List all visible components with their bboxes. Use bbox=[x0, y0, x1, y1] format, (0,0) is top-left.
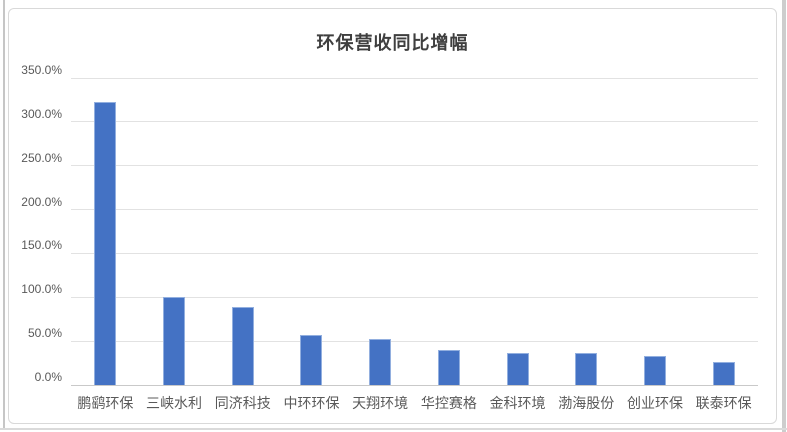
bar-华控赛格 bbox=[437, 349, 460, 385]
bar-同济科技 bbox=[231, 306, 254, 385]
y-tick-label: 0.0% bbox=[34, 370, 62, 384]
gridline bbox=[71, 121, 758, 123]
x-category-label: 三峡水利 bbox=[146, 395, 203, 411]
gridline bbox=[71, 165, 758, 167]
bar-slot bbox=[346, 78, 415, 385]
bar-slot bbox=[277, 78, 346, 385]
window-left-edge bbox=[3, 0, 5, 428]
x-category-label: 华控赛格 bbox=[420, 395, 477, 411]
bar-中环环保 bbox=[300, 335, 323, 385]
plot-area: 0.0% 50.0% 100.0% 150.0% 200.0% 250.0% 300.0% 3… bbox=[21, 63, 758, 386]
bar-渤海股份 bbox=[575, 353, 598, 385]
bar-slot bbox=[552, 78, 621, 385]
bar-鹏鹞环保 bbox=[94, 101, 117, 385]
y-tick-label: 200.0% bbox=[21, 194, 62, 209]
x-axis-labels: 鹏鹞环保 三峡水利 同济科技 中环环保 天翔环境 华控赛格 金科环境 渤海股份 创业环保 联泰环保 bbox=[71, 393, 758, 413]
chart-card: 环保营收同比增幅 0.0% 50.0% 100.0% 150.0% 200.0% 250.… bbox=[8, 8, 777, 424]
gridline bbox=[71, 77, 758, 79]
bar-创业环保 bbox=[643, 356, 666, 385]
bar-slot bbox=[140, 78, 209, 385]
x-category-label: 天翔环境 bbox=[352, 395, 409, 411]
gridline bbox=[71, 209, 758, 211]
x-axis-line bbox=[71, 384, 758, 386]
y-tick-label: 50.0% bbox=[27, 326, 62, 341]
x-category-label: 同济科技 bbox=[214, 395, 271, 411]
bar-联泰环保 bbox=[712, 362, 735, 385]
x-category-label: 联泰环保 bbox=[695, 395, 752, 411]
bar-slot bbox=[483, 78, 552, 385]
bar-slot bbox=[415, 78, 484, 385]
bar-slot bbox=[621, 78, 690, 385]
bar-金科环境 bbox=[506, 352, 529, 385]
bar-三峡水利 bbox=[163, 297, 186, 385]
gridline bbox=[71, 340, 758, 342]
gridline bbox=[71, 296, 758, 298]
x-category-label: 鹏鹞环保 bbox=[77, 395, 134, 411]
x-category-label: 金科环境 bbox=[489, 395, 546, 411]
window-bottom-edge bbox=[0, 428, 787, 430]
y-tick-label: 300.0% bbox=[21, 106, 62, 121]
bar-slot bbox=[71, 78, 140, 385]
x-category-label: 中环环保 bbox=[283, 395, 340, 411]
x-category-label: 创业环保 bbox=[626, 395, 683, 411]
bar-series bbox=[71, 78, 758, 385]
x-category-label: 渤海股份 bbox=[558, 395, 615, 411]
bar-天翔环境 bbox=[369, 338, 392, 385]
chart-title: 环保营收同比增幅 bbox=[316, 33, 469, 53]
y-tick-label: 250.0% bbox=[21, 150, 62, 165]
y-tick-label: 100.0% bbox=[21, 282, 62, 297]
y-tick-label: 350.0% bbox=[21, 63, 62, 77]
gridline bbox=[71, 252, 758, 254]
bar-slot bbox=[208, 78, 277, 385]
y-tick-label: 150.0% bbox=[21, 238, 62, 253]
window-right-edge bbox=[782, 0, 786, 432]
bar-slot bbox=[689, 78, 758, 385]
